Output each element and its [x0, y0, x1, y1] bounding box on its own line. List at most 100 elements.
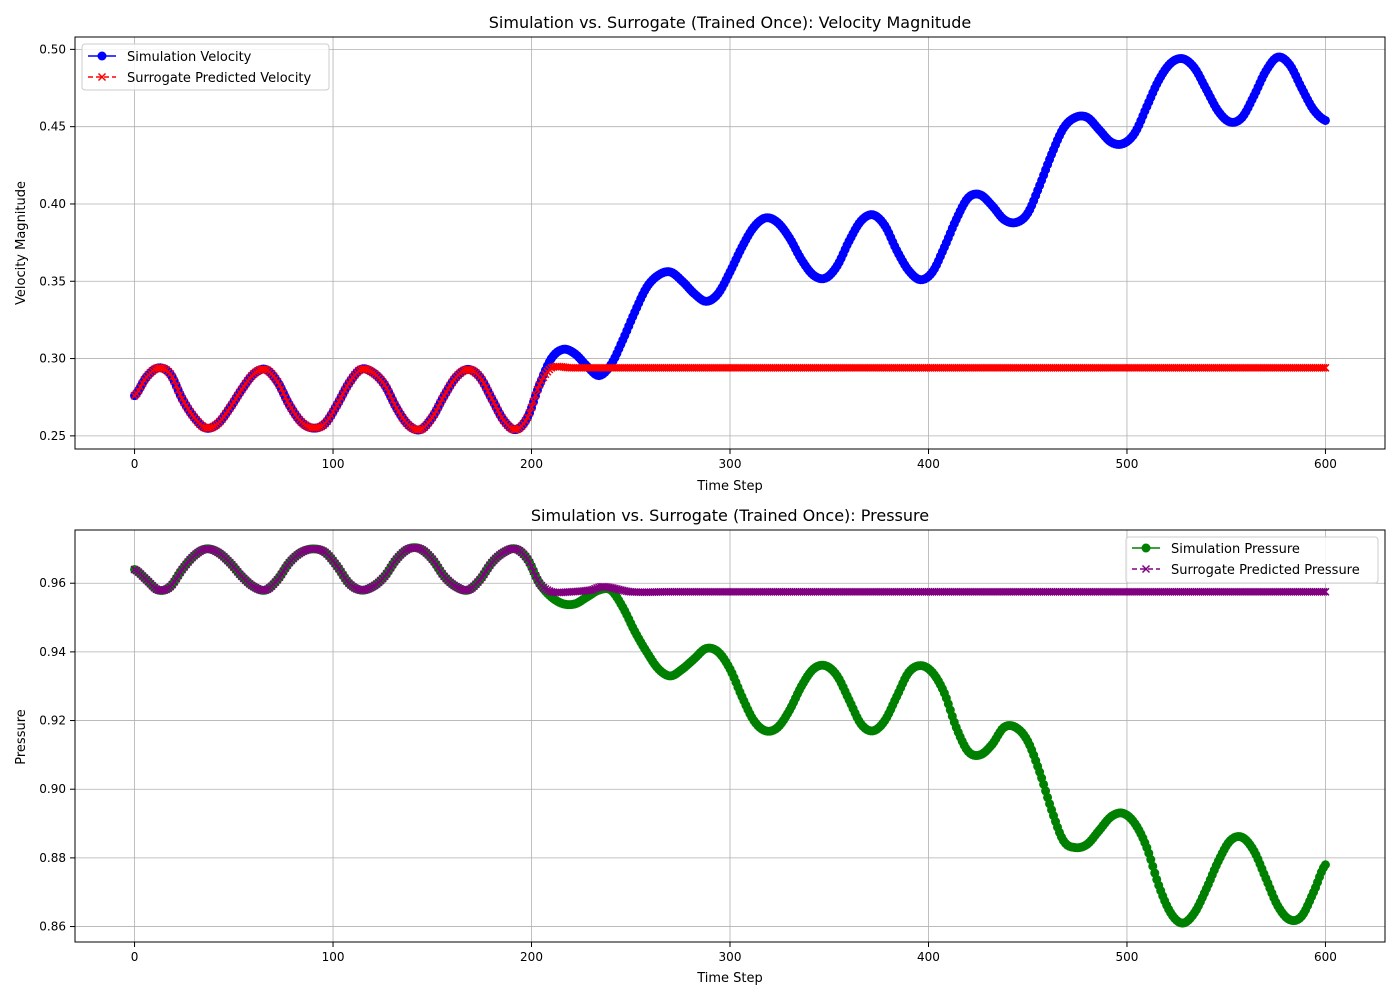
velocity-series-1-point — [362, 365, 371, 374]
velocity-series-1-point — [158, 364, 167, 373]
velocity-plot-area — [130, 52, 1330, 435]
legend-surrogate-pressure-label: Surrogate Predicted Pressure — [1171, 563, 1360, 578]
velocity-series-1-point — [485, 390, 494, 400]
velocity-series-1-point — [487, 394, 496, 403]
velocity-series-1-point — [533, 385, 542, 394]
velocity-series-1-point — [386, 392, 395, 401]
pressure-x-tick-label: 100 — [322, 950, 345, 964]
pressure-x-tick-label: 200 — [520, 950, 543, 964]
velocity-series-1-point — [523, 413, 532, 422]
velocity-chart-title: Simulation vs. Surrogate (Trained Once):… — [489, 13, 972, 32]
legend-surrogate-velocity-marker — [97, 72, 107, 82]
velocity-series-1-point — [511, 425, 520, 434]
pressure-y-tick-label: 0.90 — [39, 782, 66, 796]
pressure-legend-box — [1125, 536, 1379, 584]
pressure-series-0-point — [1320, 860, 1330, 870]
velocity-series-1-point — [277, 384, 286, 393]
velocity-series-1-point — [279, 389, 288, 398]
pressure-chart: Simulation vs. Surrogate (Trained Once):… — [14, 506, 1386, 986]
pressure-series-1 — [130, 543, 1330, 597]
pressure-series-1-point — [511, 544, 520, 553]
pressure-series-0-point — [1148, 861, 1158, 871]
pressure-x-tick-label: 0 — [131, 950, 139, 964]
pressure-y-tick-label: 0.94 — [39, 645, 66, 659]
legend-simulation-velocity-label: Simulation Velocity — [127, 50, 252, 65]
velocity-series-1-point — [176, 390, 185, 399]
velocity-series-1-point — [1321, 363, 1330, 372]
pressure-series-1-point — [1321, 587, 1330, 596]
velocity-series-1-point — [434, 402, 443, 411]
velocity-x-tick-label: 300 — [719, 457, 742, 471]
velocity-ticks: 0 100 200 300 400 500 600 0.25 0.30 0.35 0.40 0.45 0… — [39, 42, 1337, 471]
velocity-chart: Simulation vs. Surrogate (Trained Once):… — [14, 13, 1386, 494]
pressure-plot-area — [130, 543, 1330, 928]
velocity-series-1-point — [382, 384, 391, 393]
velocity-series-1-point — [172, 381, 181, 390]
legend-simulation-pressure-marker — [1141, 543, 1151, 553]
velocity-series-1-point — [436, 398, 445, 408]
velocity-series-1 — [130, 362, 1330, 435]
velocity-series-1-point — [481, 383, 490, 392]
pressure-chart-title: Simulation vs. Surrogate (Trained Once):… — [531, 506, 929, 525]
pressure-x-tick-label: 600 — [1314, 950, 1337, 964]
velocity-x-tick-label: 400 — [917, 457, 940, 471]
pressure-ticks: 0 100 200 300 400 500 600 0.86 0.88 0.90 0.92 0.94 0… — [39, 576, 1337, 964]
velocity-y-axis-label: Velocity Magnitude — [14, 181, 29, 305]
velocity-x-tick-label: 600 — [1314, 457, 1337, 471]
velocity-x-tick-label: 100 — [322, 457, 345, 471]
velocity-series-1-point — [334, 397, 344, 406]
velocity-series-1-point — [432, 406, 441, 415]
pressure-series-1-point — [529, 567, 538, 576]
pressure-x-axis-label: Time Step — [696, 971, 763, 986]
pressure-y-tick-label: 0.86 — [39, 920, 66, 934]
velocity-legend: Simulation Velocity Surrogate Predicted … — [81, 43, 330, 91]
velocity-series-1-point — [493, 406, 502, 415]
pressure-y-axis-label: Pressure — [14, 709, 29, 765]
velocity-series-1-point — [479, 379, 488, 388]
pressure-series-1-point — [160, 586, 169, 595]
velocity-series-1-point — [384, 387, 393, 397]
pressure-y-tick-label: 0.92 — [39, 714, 66, 728]
pressure-series-1-point — [525, 558, 534, 567]
pressure-x-tick-label: 300 — [719, 950, 742, 964]
velocity-series-1-point — [336, 393, 346, 402]
pressure-series-1-point — [527, 562, 536, 571]
velocity-series-1-point — [170, 377, 179, 386]
velocity-x-tick-label: 0 — [131, 457, 139, 471]
velocity-x-tick-label: 500 — [1116, 457, 1139, 471]
legend-surrogate-velocity-label: Surrogate Predicted Velocity — [127, 71, 312, 86]
velocity-series-1-point — [535, 380, 544, 389]
velocity-series-1-point — [168, 373, 177, 382]
velocity-series-1-point — [531, 391, 540, 400]
pressure-x-tick-label: 400 — [917, 950, 940, 964]
velocity-series-1-point — [338, 389, 347, 398]
velocity-series-1-point — [174, 386, 183, 395]
pressure-y-tick-label: 0.96 — [39, 576, 66, 590]
pressure-y-tick-label: 0.88 — [39, 851, 66, 865]
velocity-series-1-point — [315, 423, 324, 432]
velocity-y-tick-label: 0.45 — [39, 120, 66, 134]
velocity-legend-box — [81, 43, 330, 91]
velocity-series-1-point — [1319, 363, 1328, 372]
velocity-series-1-point — [281, 393, 290, 402]
legend-simulation-pressure-label: Simulation Pressure — [1171, 542, 1300, 557]
pressure-series-1-point — [531, 571, 540, 580]
velocity-series-1-point — [388, 396, 397, 405]
velocity-y-tick-label: 0.40 — [39, 197, 66, 211]
velocity-series-1-point — [525, 408, 534, 417]
velocity-y-tick-label: 0.30 — [39, 352, 66, 366]
velocity-series-1-point — [483, 386, 492, 396]
legend-simulation-velocity-marker — [97, 51, 107, 61]
pressure-series-1-point — [463, 586, 473, 595]
pressure-legend: Simulation Pressure Surrogate Predicted … — [1125, 536, 1379, 584]
pressure-series-1-point — [1319, 587, 1328, 596]
velocity-y-tick-label: 0.50 — [39, 42, 66, 56]
pressure-series-1-point — [317, 546, 326, 555]
velocity-series-1-point — [527, 403, 536, 412]
velocity-series-1-point — [491, 402, 500, 411]
velocity-series-1-point — [489, 398, 498, 407]
velocity-x-tick-label: 200 — [520, 457, 543, 471]
velocity-y-tick-label: 0.25 — [39, 429, 66, 443]
